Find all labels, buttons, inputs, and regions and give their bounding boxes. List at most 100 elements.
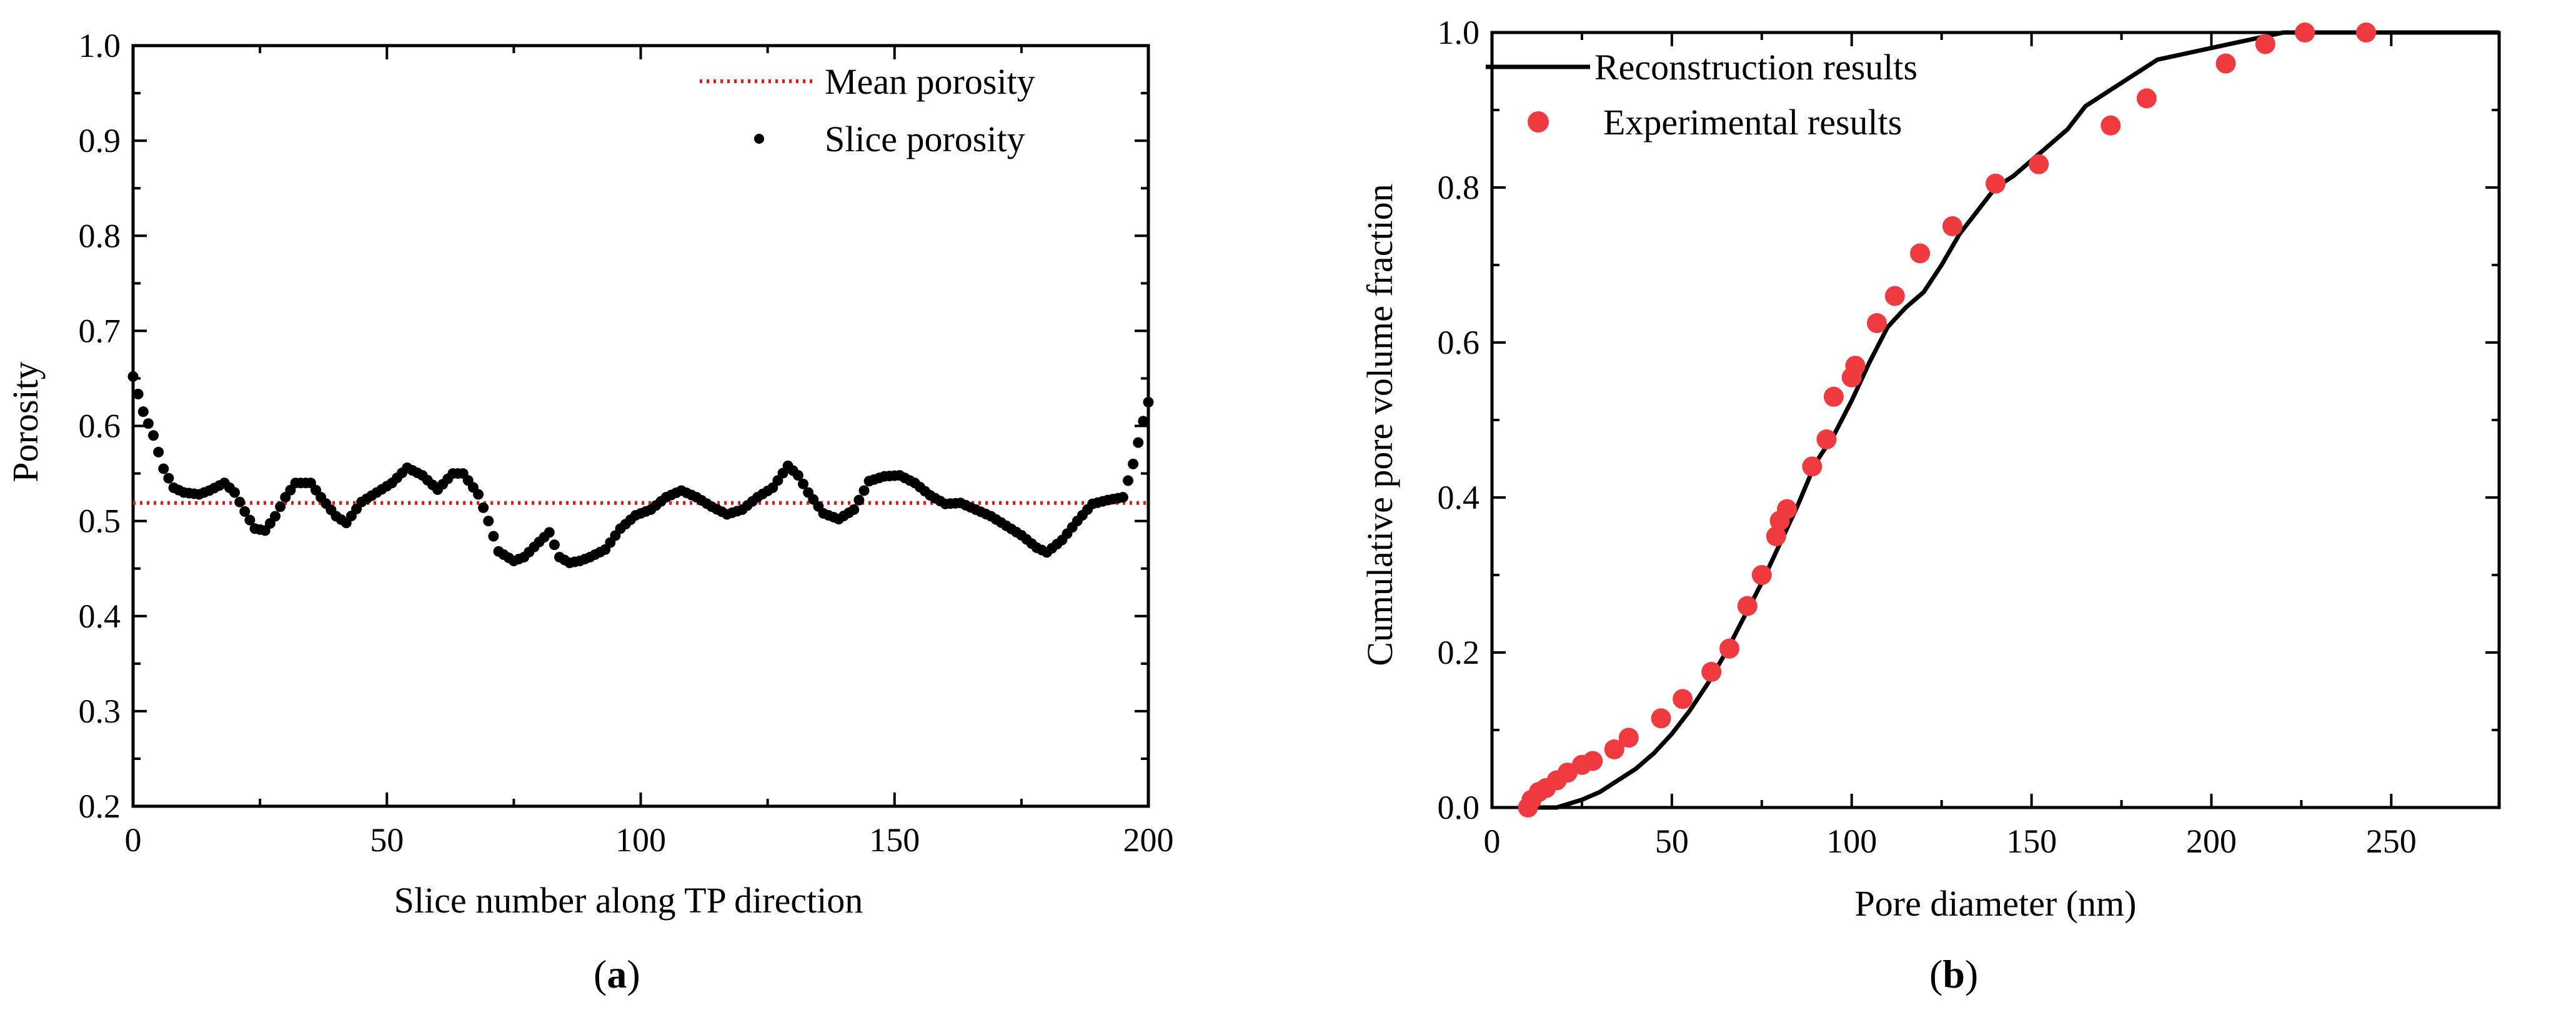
- experimental-result-point: [2136, 88, 2157, 109]
- experimental-result-point: [1802, 456, 1823, 477]
- experimental-result-point: [1816, 429, 1837, 449]
- slice-porosity-point: [483, 516, 494, 527]
- experimental-result-point: [1942, 216, 1962, 236]
- slice-porosity-point: [792, 470, 803, 481]
- panel-a-y-ticks: 0.2 0.3 0.4 0.5 0.6 0.7 0.8 0.9 1.0: [79, 27, 1148, 825]
- legend-mean-porosity-label: Mean porosity: [825, 61, 1035, 102]
- reconstruction-results-line: [1528, 30, 2499, 810]
- slice-porosity-points: [127, 371, 1154, 569]
- experimental-result-point: [1673, 689, 1693, 709]
- panel-a-x-tick-label: 0: [125, 821, 142, 859]
- experimental-result-point: [1867, 313, 1887, 333]
- panel-b-y-ticks: 0.0 0.2 0.4 0.6 0.8 1.0: [1438, 14, 2499, 826]
- panel-b-y-tick-label: 0.8: [1438, 169, 1480, 206]
- panel-b-x-tick-label: 150: [2006, 822, 2057, 860]
- legend-experimental-label: Experimental results: [1603, 102, 1902, 142]
- experimental-result-point: [1701, 662, 1722, 682]
- slice-porosity-point: [163, 472, 174, 484]
- experimental-result-point: [2215, 53, 2236, 74]
- experimental-result-point: [2101, 115, 2121, 136]
- experimental-result-point: [2295, 22, 2315, 42]
- panel-b-x-tick-label: 50: [1655, 822, 1689, 860]
- experimental-result-point: [1751, 565, 1772, 585]
- panel-b-plot-frame: [1490, 31, 2501, 809]
- slice-porosity-point: [148, 430, 159, 441]
- slice-porosity-point: [1138, 416, 1149, 427]
- panel-b-legend: Reconstruction results Experimental resu…: [1486, 47, 1917, 142]
- panel-a-x-ticks: 0 50 100 150 200: [125, 46, 1174, 859]
- slice-porosity-point: [234, 496, 246, 508]
- panel-a-x-tick-label: 50: [370, 821, 404, 859]
- slice-porosity-point: [244, 514, 256, 526]
- experimental-result-point: [1604, 739, 1624, 759]
- slice-porosity-point: [239, 506, 251, 517]
- panel-a-y-tick-label: 0.2: [79, 788, 121, 825]
- experimental-result-point: [1719, 638, 1739, 659]
- slice-porosity-point: [1117, 492, 1128, 503]
- experimental-results-points: [1518, 22, 2376, 818]
- panel-b-y-tick-label: 0.0: [1438, 789, 1480, 826]
- panel-b-y-tick-label: 1.0: [1438, 14, 1480, 51]
- slice-porosity-point: [127, 371, 139, 382]
- panel-b-x-tick-label: 200: [2186, 822, 2237, 860]
- panel-b-x-tick-label: 250: [2366, 822, 2417, 860]
- panel-b-x-ticks: 0 50 100 150 200 250: [1484, 32, 2417, 860]
- slice-porosity-point: [137, 406, 149, 418]
- panel-b-y-tick-label: 0.4: [1438, 479, 1480, 516]
- experimental-result-point: [1845, 356, 1866, 376]
- experimental-result-point: [1651, 708, 1671, 729]
- experimental-result-point: [1777, 499, 1798, 519]
- panel-a-y-tick-label: 0.8: [79, 217, 121, 254]
- slice-porosity-point: [132, 389, 144, 400]
- slice-porosity-point: [270, 511, 281, 522]
- panel-a-x-tick-label: 200: [1123, 821, 1174, 859]
- experimental-result-point: [2029, 154, 2049, 174]
- panel-a-legend: Mean porosity Slice porosity: [700, 61, 1035, 159]
- slice-porosity-point: [158, 463, 169, 474]
- experimental-result-point: [1910, 243, 1931, 264]
- panel-a-chart: 0 50 100 150 200 0.2 0.3 0.4 0.5 0.6 0.7 0.8 0.9 1.0…: [5, 27, 1174, 996]
- slice-porosity-point: [798, 478, 808, 489]
- slice-porosity-point: [1123, 475, 1133, 486]
- panel-a-label: (a): [594, 952, 640, 996]
- experimental-result-point: [2355, 22, 2376, 42]
- panel-b-y-tick-label: 0.2: [1438, 634, 1480, 671]
- slice-porosity-point: [142, 418, 154, 429]
- panel-a-y-axis-title: Porosity: [5, 361, 46, 482]
- panel-a-y-tick-label: 0.4: [79, 598, 121, 635]
- legend-reconstruction-label: Reconstruction results: [1594, 47, 1917, 88]
- slice-porosity-point: [488, 531, 499, 542]
- panel-b-y-tick-label: 0.6: [1438, 324, 1480, 361]
- panel-a-y-tick-label: 1.0: [79, 27, 121, 64]
- legend-slice-porosity-label: Slice porosity: [825, 119, 1025, 159]
- experimental-result-point: [1986, 173, 2006, 194]
- experimental-result-point: [1583, 751, 1603, 771]
- panel-a-x-tick-label: 150: [869, 821, 920, 859]
- slice-porosity-point: [544, 527, 555, 538]
- experimental-result-point: [1884, 286, 1905, 306]
- panel-b-y-axis-title: Cumulative pore volume fraction: [1360, 184, 1400, 666]
- panel-b-label: (b): [1929, 952, 1978, 996]
- panel-a-y-tick-label: 0.6: [79, 408, 121, 445]
- panel-a-x-tick-label: 100: [615, 821, 666, 859]
- slice-porosity-point: [153, 446, 164, 458]
- slice-porosity-point: [229, 487, 240, 498]
- slice-porosity-point: [549, 539, 560, 551]
- slice-porosity-point: [473, 489, 484, 500]
- experimental-result-point: [1737, 596, 1758, 616]
- slice-porosity-point: [1133, 437, 1144, 448]
- slice-porosity-point: [1128, 458, 1139, 469]
- slice-porosity-point: [853, 494, 865, 506]
- slice-porosity-point: [275, 501, 286, 512]
- panel-b-chart: 0 50 100 150 200 250 0.0 0.2 0.4 0.6 0.8 1.0 Recon…: [1360, 14, 2501, 996]
- panel-a-plot-frame: [131, 44, 1150, 808]
- experimental-result-point: [2255, 34, 2275, 54]
- experimental-result-point: [1823, 386, 1844, 407]
- panel-b-x-tick-label: 100: [1826, 822, 1877, 860]
- legend-slice-porosity-symbol: [754, 134, 764, 144]
- slice-porosity-point: [1143, 396, 1154, 408]
- slice-porosity-point: [478, 502, 489, 513]
- slice-porosity-point: [848, 504, 860, 515]
